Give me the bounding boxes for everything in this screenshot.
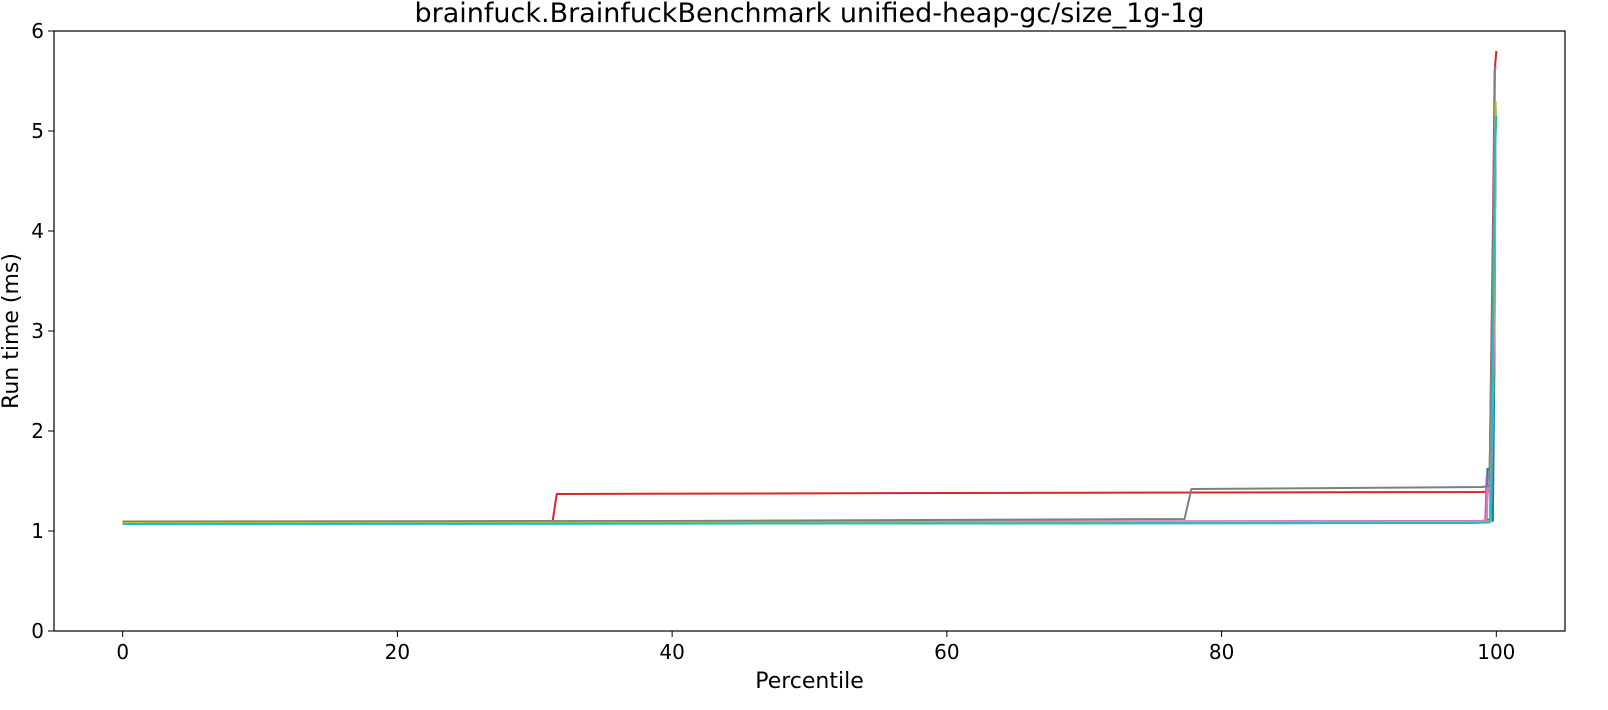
y-tick-label: 5	[31, 119, 44, 143]
x-axis: 0 20 40 60 80 100	[116, 631, 1515, 664]
plot-lines	[122, 50, 1498, 525]
series-line-5	[122, 112, 1497, 524]
chart-title: brainfuck.BrainfuckBenchmark unified-hea…	[414, 0, 1204, 29]
x-tick-label: 0	[116, 640, 129, 664]
x-tick-label: 80	[1209, 640, 1234, 664]
series-line-2	[122, 115, 1497, 525]
series-line-8	[122, 65, 1497, 523]
series-line-6	[122, 108, 1497, 524]
series-line-3	[122, 110, 1497, 524]
x-tick-label: 20	[385, 640, 410, 664]
plot-frame	[53, 30, 1566, 632]
y-tick-label: 0	[31, 619, 44, 643]
series-line-4	[122, 50, 1498, 524]
x-tick-label: 40	[659, 640, 684, 664]
y-tick-label: 6	[31, 19, 44, 43]
series-line-10	[122, 115, 1498, 525]
x-axis-label: Percentile	[755, 669, 864, 694]
y-tick-label: 1	[31, 519, 44, 543]
y-tick-label: 2	[31, 419, 44, 443]
y-tick-label: 3	[31, 319, 44, 343]
series-line-7	[122, 105, 1497, 523]
y-axis: 0 1 2 3 4 5 6	[31, 19, 54, 643]
y-tick-label: 4	[31, 219, 44, 243]
x-tick-label: 60	[934, 640, 959, 664]
x-tick-label: 100	[1477, 640, 1515, 664]
y-axis-label: Run time (ms)	[0, 253, 24, 409]
series-line-9	[122, 100, 1497, 524]
series-line-1	[122, 118, 1497, 525]
